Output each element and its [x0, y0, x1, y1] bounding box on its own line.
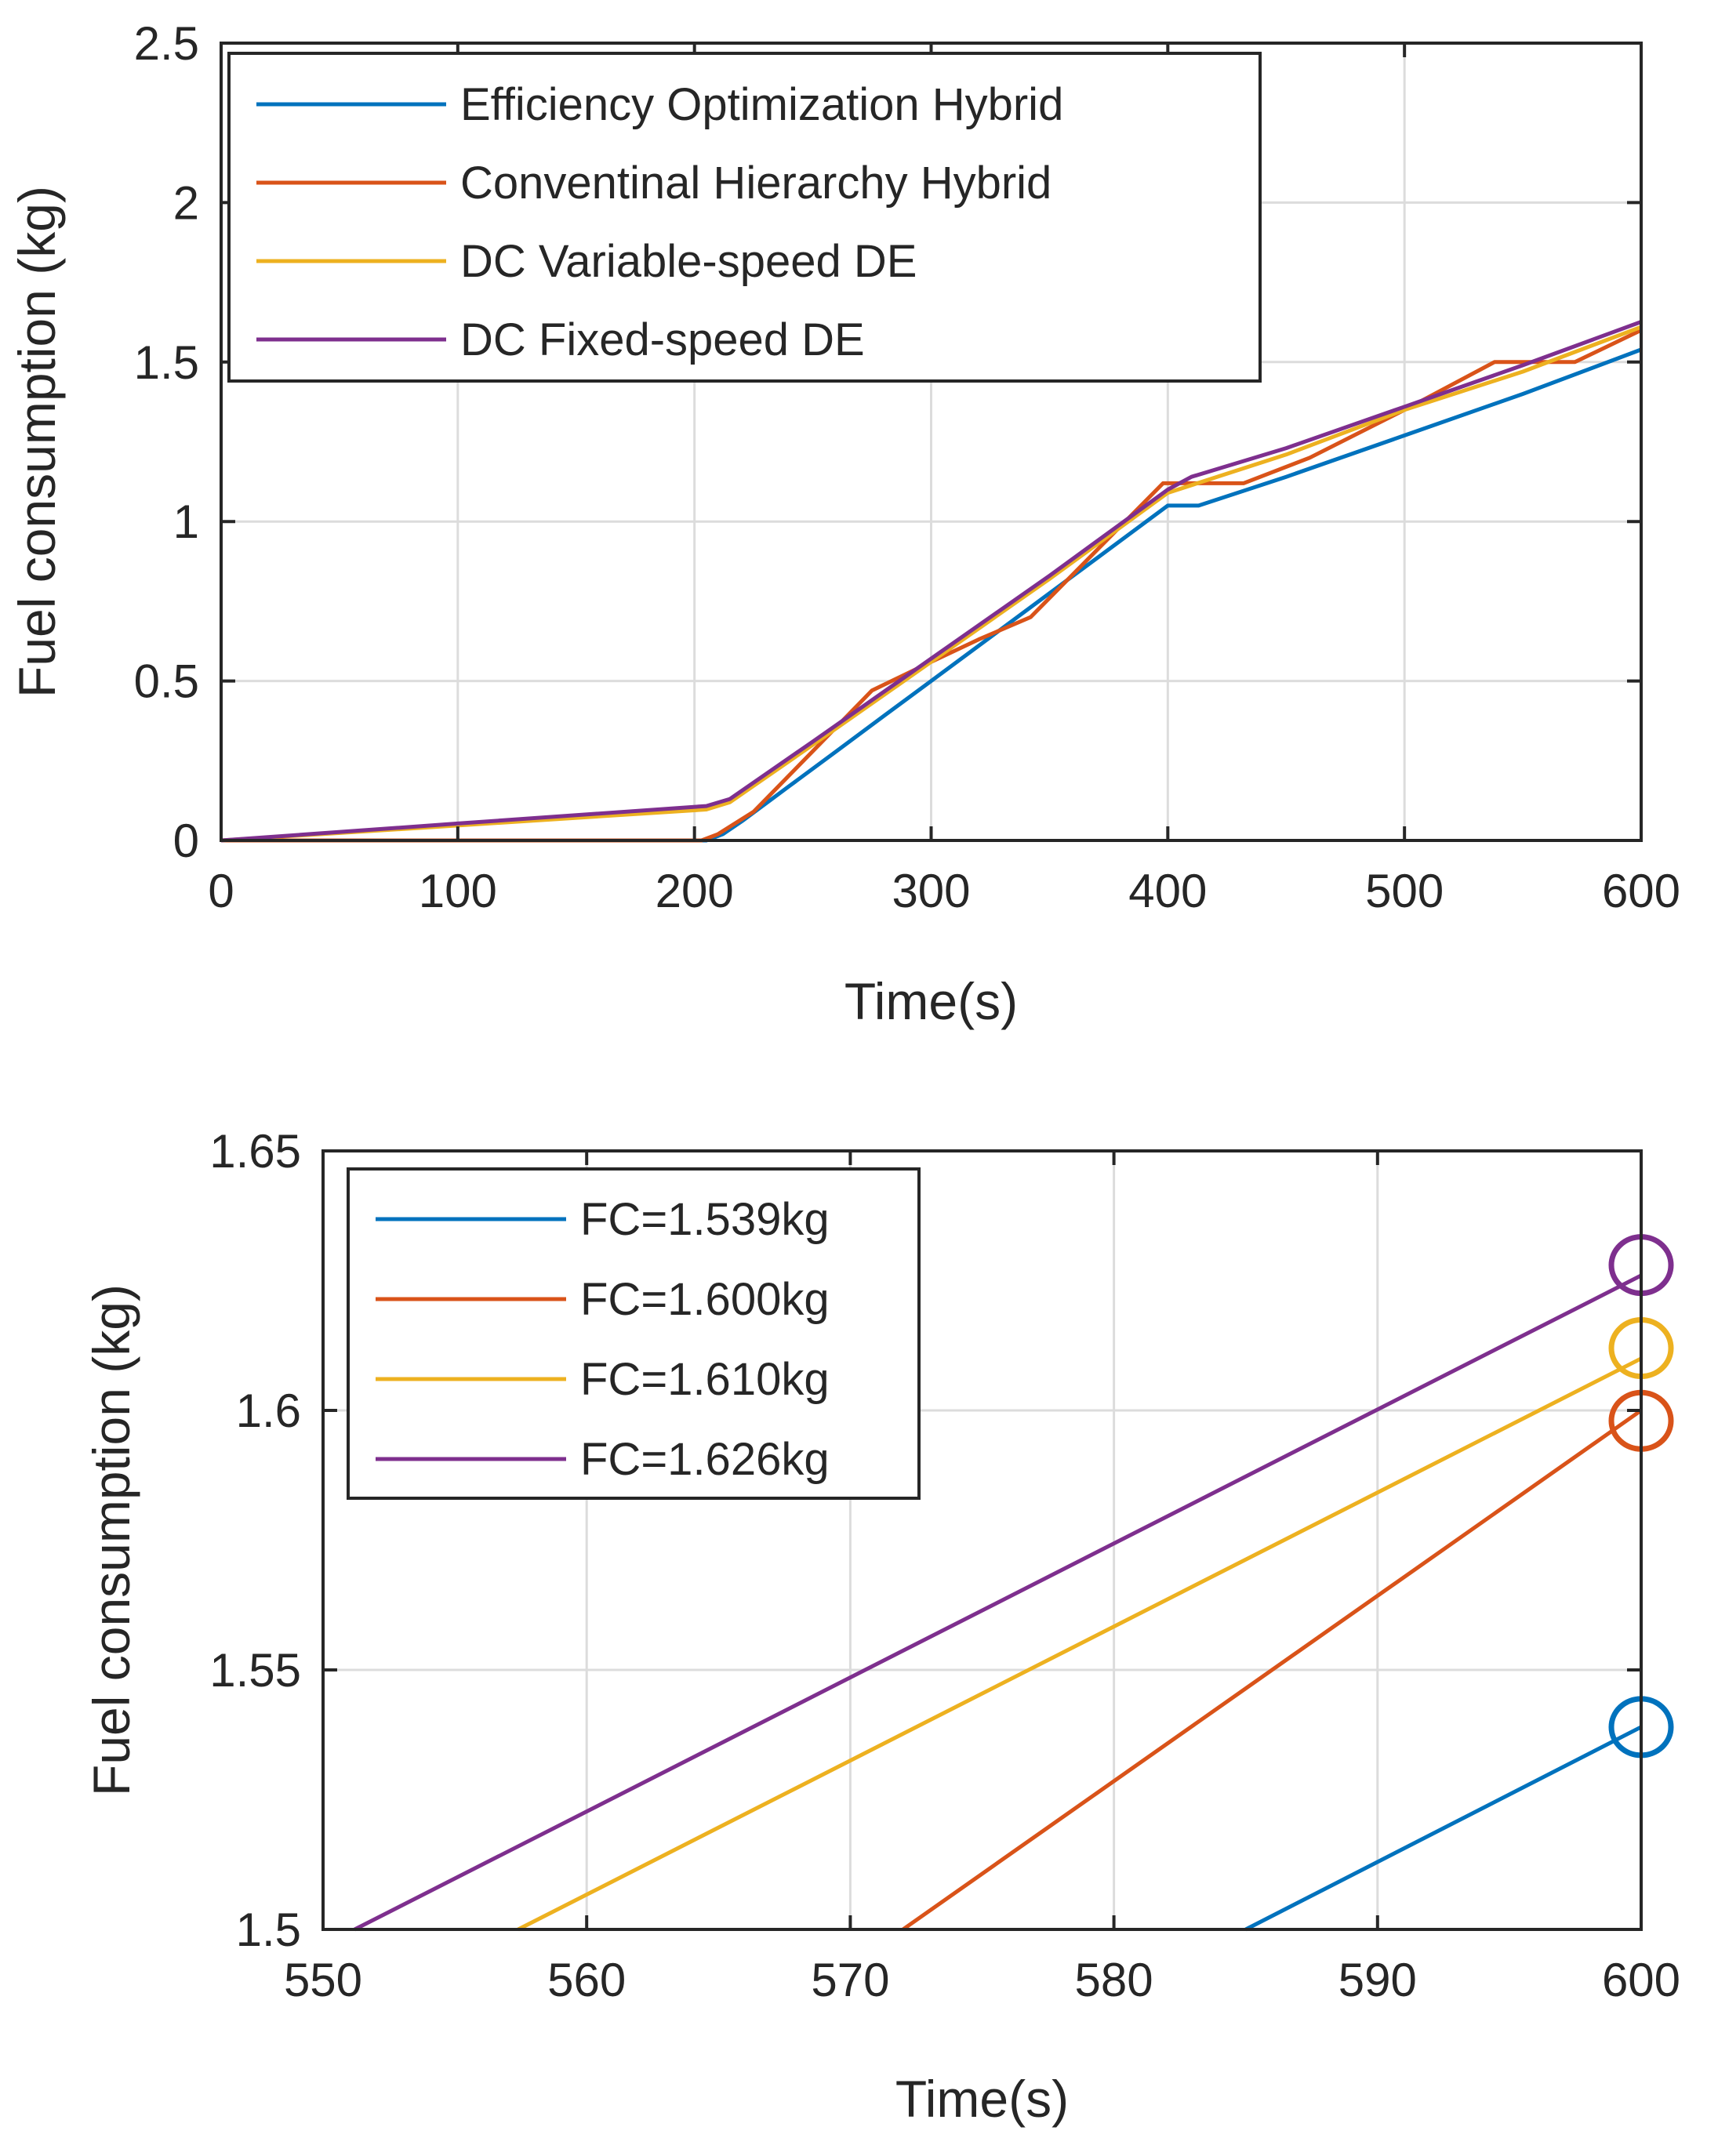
- x-tick-label: 500: [1365, 865, 1444, 917]
- y-tick-label: 0: [173, 815, 199, 867]
- x-tick-label: 600: [1602, 1954, 1680, 2006]
- x-axis-label: Time(s): [895, 2070, 1069, 2128]
- legend-label-3: DC Variable-speed DE: [460, 236, 917, 287]
- legend-label-4: DC Fixed-speed DE: [460, 314, 865, 365]
- legend-label-4: FC=1.626kg: [580, 1434, 830, 1485]
- x-tick-label: 560: [547, 1954, 626, 2006]
- legend-label-2: FC=1.600kg: [580, 1274, 830, 1325]
- series-line-4: [220, 320, 1642, 843]
- y-axis-label: Fuel consumption (kg): [82, 1284, 140, 1796]
- series-line-3: [220, 325, 1642, 843]
- y-tick-label: 2.5: [134, 17, 199, 70]
- y-tick-label: 1.6: [236, 1385, 301, 1437]
- y-axis-label: Fuel consumption (kg): [8, 186, 66, 698]
- axes-frame: [321, 1149, 1643, 1931]
- chart-2: 550 560 570 580 590 600 1.5 1.55 1.6 1.65 Time(s) F…: [82, 1125, 1680, 2128]
- y-tick-label: 1.65: [209, 1125, 301, 1178]
- y-tick-label: 2: [173, 176, 199, 229]
- x-tick-label: 300: [892, 865, 970, 917]
- x-tick-label: 0: [208, 865, 234, 917]
- y-tick-label: 1.5: [236, 1904, 301, 1956]
- x-tick-label: 600: [1602, 865, 1680, 917]
- series-line-2: [221, 328, 1643, 843]
- x-tick-label: 570: [811, 1954, 889, 2006]
- legend-label-1: Efficiency Optimization Hybrid: [460, 79, 1063, 130]
- x-tick-label: 550: [284, 1954, 362, 2006]
- legend: Efficiency Optimization Hybrid Conventina…: [227, 52, 1262, 383]
- y-tick-label: 1.55: [209, 1644, 301, 1697]
- legend: FC=1.539kg FC=1.600kg FC=1.610kg FC=1.626kg: [347, 1167, 921, 1500]
- legend-box: [347, 1167, 921, 1500]
- legend-box: [227, 52, 1262, 383]
- x-tick-label: 590: [1338, 1954, 1417, 2006]
- series-line-2: [902, 1408, 1643, 1932]
- x-tick-label: 100: [419, 865, 497, 917]
- x-tick-label: 200: [656, 865, 734, 917]
- x-tick-label: 400: [1128, 865, 1207, 917]
- y-tick-label: 0.5: [134, 655, 199, 708]
- legend-label-1: FC=1.539kg: [580, 1194, 830, 1245]
- legend-label-2: Conventinal Hierarchy Hybrid: [460, 158, 1052, 209]
- x-axis-label: Time(s): [844, 972, 1018, 1030]
- legend-label-3: FC=1.610kg: [580, 1354, 830, 1405]
- series-line-1: [1244, 1725, 1643, 1932]
- y-tick-label: 1.5: [134, 336, 199, 389]
- series-line-3: [517, 1356, 1643, 1932]
- x-tick-label: 580: [1075, 1954, 1153, 2006]
- chart-1: 0 100 200 300 400 500 600 0 0.5 1 1.5 2 2.5 Time(s) Fu…: [8, 17, 1680, 1030]
- series-line-4: [354, 1273, 1643, 1932]
- y-tick-label: 1: [173, 495, 199, 548]
